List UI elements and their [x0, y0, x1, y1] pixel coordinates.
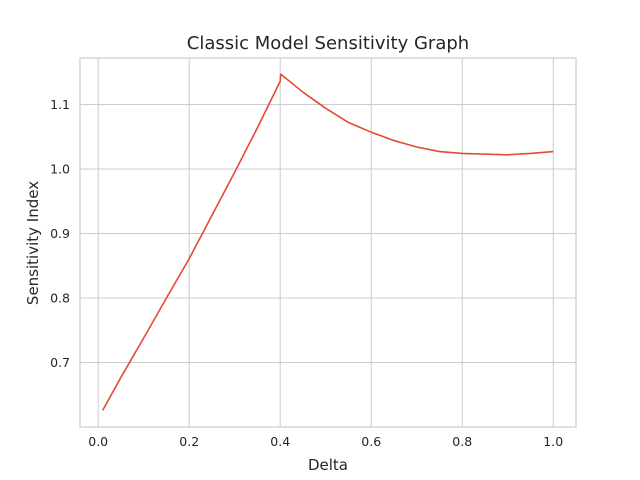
tick-labels: 0.0 0.2 0.4 0.6 0.8 1.0 0.7 0.8 0.9 1.0 1.1 — [50, 97, 563, 449]
x-tick-label: 0.0 — [88, 434, 108, 449]
y-tick-label: 0.8 — [50, 290, 70, 305]
x-axis-label: Delta — [308, 456, 348, 474]
y-tick-label: 0.7 — [50, 355, 70, 370]
sensitivity-series-line — [102, 73, 554, 411]
x-tick-label: 0.2 — [179, 434, 199, 449]
y-tick-label: 0.9 — [50, 226, 70, 241]
y-tick-label: 1.1 — [50, 97, 70, 112]
series-layer — [102, 73, 554, 411]
x-tick-label: 0.8 — [452, 434, 472, 449]
x-tick-label: 0.6 — [361, 434, 381, 449]
x-tick-label: 1.0 — [543, 434, 563, 449]
plot-frame — [79, 57, 577, 428]
grid-lines — [80, 58, 576, 427]
y-axis-label: Sensitivity Index — [24, 181, 42, 305]
chart-title: Classic Model Sensitivity Graph — [187, 33, 469, 54]
x-tick-label: 0.4 — [270, 434, 290, 449]
y-tick-label: 1.0 — [50, 161, 70, 176]
